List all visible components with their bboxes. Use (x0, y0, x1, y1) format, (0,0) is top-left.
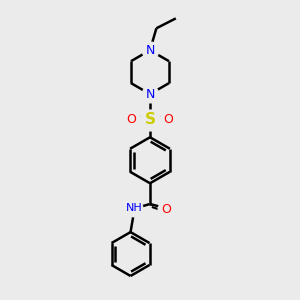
Text: N: N (145, 44, 155, 57)
Text: S: S (145, 112, 155, 127)
Text: NH: NH (126, 203, 142, 213)
Text: O: O (161, 202, 171, 216)
Text: N: N (145, 88, 155, 100)
Text: O: O (164, 113, 173, 126)
Text: O: O (127, 113, 136, 126)
